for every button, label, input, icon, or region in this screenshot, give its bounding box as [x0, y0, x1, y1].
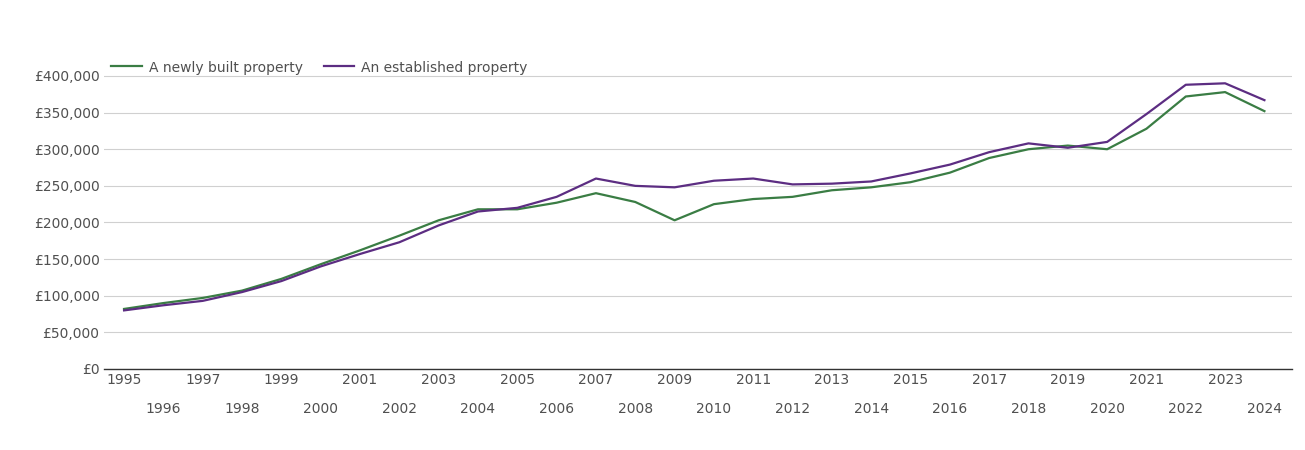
An established property: [823, 181, 839, 186]
An established property: [667, 184, 683, 190]
A newly built property: [1218, 90, 1233, 95]
An established property: [981, 149, 997, 155]
A newly built property: [942, 170, 958, 176]
An established property: [628, 183, 643, 189]
A newly built property: [1257, 108, 1272, 114]
A newly built property: [1178, 94, 1194, 99]
An established property: [234, 289, 249, 295]
A newly built property: [667, 218, 683, 223]
Line: A newly built property: A newly built property: [124, 92, 1265, 309]
A newly built property: [470, 207, 485, 212]
An established property: [470, 209, 485, 214]
An established property: [1257, 98, 1272, 103]
A newly built property: [234, 288, 249, 293]
An established property: [274, 279, 290, 284]
An established property: [549, 194, 565, 199]
A newly built property: [589, 190, 604, 196]
A newly built property: [706, 202, 722, 207]
A newly built property: [194, 295, 210, 301]
A newly built property: [745, 196, 761, 202]
An established property: [392, 239, 407, 245]
An established property: [352, 251, 368, 256]
A newly built property: [1060, 143, 1075, 148]
An established property: [864, 179, 880, 184]
A newly built property: [981, 155, 997, 161]
A newly built property: [903, 180, 919, 185]
An established property: [784, 182, 800, 187]
A newly built property: [155, 300, 171, 306]
A newly built property: [823, 188, 839, 193]
A newly built property: [313, 261, 329, 267]
A newly built property: [864, 184, 880, 190]
An established property: [1178, 82, 1194, 87]
An established property: [155, 302, 171, 308]
An established property: [903, 171, 919, 176]
A newly built property: [1021, 147, 1036, 152]
Line: An established property: An established property: [124, 83, 1265, 310]
An established property: [1060, 145, 1075, 150]
A newly built property: [1099, 147, 1114, 152]
An established property: [745, 176, 761, 181]
A newly built property: [352, 248, 368, 253]
An established property: [116, 308, 132, 313]
A newly built property: [784, 194, 800, 199]
A newly built property: [509, 207, 525, 212]
A newly built property: [431, 218, 446, 223]
A newly built property: [116, 306, 132, 312]
An established property: [194, 298, 210, 304]
A newly built property: [274, 276, 290, 282]
An established property: [942, 162, 958, 167]
An established property: [509, 205, 525, 211]
An established property: [431, 223, 446, 228]
An established property: [589, 176, 604, 181]
A newly built property: [392, 233, 407, 238]
An established property: [1139, 111, 1155, 117]
An established property: [313, 264, 329, 269]
A newly built property: [1139, 126, 1155, 131]
A newly built property: [549, 200, 565, 205]
An established property: [706, 178, 722, 184]
An established property: [1218, 81, 1233, 86]
Legend: A newly built property, An established property: A newly built property, An established p…: [111, 61, 527, 75]
An established property: [1099, 139, 1114, 144]
A newly built property: [628, 199, 643, 205]
An established property: [1021, 141, 1036, 146]
